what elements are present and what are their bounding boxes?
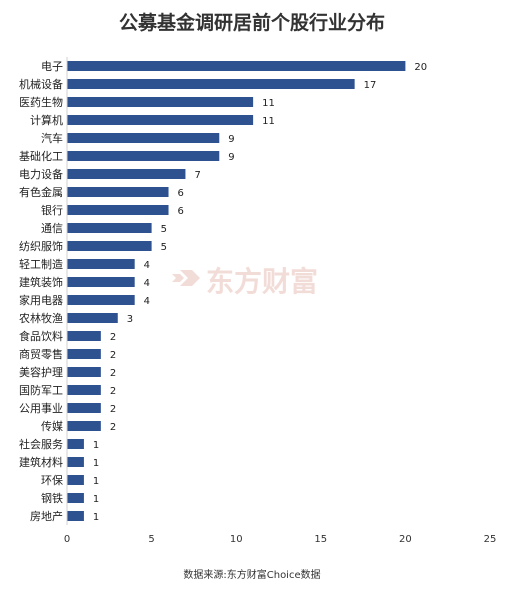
data-label: 5	[161, 224, 167, 235]
data-label: 6	[178, 206, 184, 217]
bar	[67, 331, 101, 341]
category-label: 建筑装饰	[19, 275, 63, 289]
data-label: 2	[110, 368, 116, 379]
data-label: 7	[194, 170, 200, 181]
data-label: 2	[110, 404, 116, 415]
category-label: 农林牧渔	[19, 311, 63, 325]
category-label: 家用电器	[19, 293, 63, 307]
data-label: 2	[110, 422, 116, 433]
x-tick-label: 10	[230, 534, 243, 545]
x-tick-label: 20	[399, 534, 412, 545]
bar	[67, 475, 84, 485]
bar	[67, 457, 84, 467]
eastmoney-logo-icon	[172, 270, 200, 286]
source-note: 数据来源:东方财富Choice数据	[183, 568, 320, 581]
bar	[67, 403, 101, 413]
category-label: 有色金属	[19, 185, 63, 199]
x-tick-label: 0	[64, 534, 70, 545]
bar	[67, 277, 135, 287]
category-label: 纺织服饰	[19, 239, 63, 253]
category-label: 医药生物	[19, 95, 63, 109]
category-label: 电子	[41, 60, 63, 73]
chart-title: 公募基金调研居前个股行业分布	[119, 11, 385, 34]
category-label: 通信	[41, 222, 63, 235]
x-axis-tick-labels: 0 5 10 15 20 25	[64, 534, 497, 545]
category-label: 商贸零售	[19, 347, 63, 361]
bar	[67, 61, 406, 71]
bar	[67, 79, 355, 89]
bar	[67, 349, 101, 359]
category-label: 轻工制造	[19, 257, 63, 271]
data-label: 11	[262, 116, 275, 127]
category-label: 食品饮料	[19, 329, 63, 343]
data-label: 1	[93, 512, 99, 523]
data-label: 2	[110, 386, 116, 397]
category-label: 基础化工	[19, 149, 63, 163]
category-label: 建筑材料	[19, 455, 63, 469]
data-label: 2	[110, 350, 116, 361]
bar	[67, 259, 135, 269]
bar	[67, 151, 220, 161]
data-label: 3	[127, 314, 133, 325]
data-label: 9	[228, 134, 234, 145]
bar	[67, 115, 254, 125]
bar	[67, 97, 254, 107]
data-label: 2	[110, 332, 116, 343]
bar	[67, 385, 101, 395]
data-label: 1	[93, 458, 99, 469]
data-label: 5	[161, 242, 167, 253]
data-label: 9	[228, 152, 234, 163]
category-label: 机械设备	[19, 77, 63, 91]
bar	[67, 313, 118, 323]
bars-group	[67, 61, 406, 521]
bar	[67, 223, 152, 233]
category-label: 汽车	[41, 131, 63, 145]
bar	[67, 205, 169, 215]
data-label: 1	[93, 494, 99, 505]
data-label: 4	[144, 260, 150, 271]
bar	[67, 133, 220, 143]
bar	[67, 367, 101, 377]
x-tick-label: 15	[314, 534, 327, 545]
x-tick-label: 25	[484, 534, 497, 545]
category-label: 传媒	[41, 420, 63, 433]
category-label: 计算机	[30, 113, 63, 127]
data-label: 4	[144, 278, 150, 289]
bar	[67, 439, 84, 449]
category-label: 电力设备	[19, 167, 63, 181]
data-label: 20	[414, 62, 427, 73]
bar	[67, 241, 152, 251]
watermark-text: 东方财富	[206, 265, 318, 298]
data-label: 1	[93, 440, 99, 451]
category-label: 环保	[41, 473, 63, 487]
category-label: 房地产	[30, 509, 63, 523]
watermark: 东方财富	[172, 265, 318, 298]
bar	[67, 421, 101, 431]
category-label: 公用事业	[19, 402, 63, 415]
category-label: 银行	[41, 203, 63, 217]
category-label: 国防军工	[19, 383, 63, 397]
data-label: 11	[262, 98, 275, 109]
data-label: 6	[178, 188, 184, 199]
bar	[67, 295, 135, 305]
x-tick-label: 5	[148, 534, 154, 545]
bar	[67, 187, 169, 197]
bar	[67, 511, 84, 521]
category-labels: 电子机械设备医药生物计算机汽车基础化工电力设备有色金属银行通信纺织服饰轻工制造建…	[19, 60, 63, 523]
data-label: 1	[93, 476, 99, 487]
category-label: 社会服务	[19, 437, 63, 451]
bar	[67, 169, 186, 179]
data-label: 17	[364, 80, 377, 91]
bar	[67, 493, 84, 503]
category-label: 美容护理	[19, 365, 63, 379]
category-label: 钢铁	[41, 492, 63, 505]
data-label: 4	[144, 296, 150, 307]
